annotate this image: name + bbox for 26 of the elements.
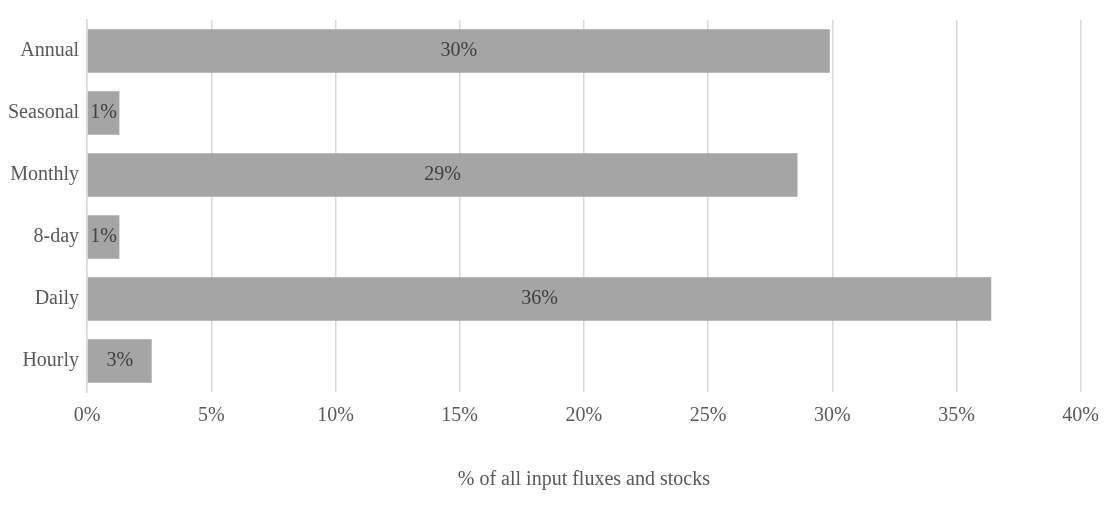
x-tick-label: 30% <box>813 403 851 426</box>
x-tick-label: 10% <box>317 403 354 426</box>
x-tick-label: 5% <box>197 403 225 426</box>
x-tick-label: 20% <box>565 403 603 426</box>
bar <box>87 277 992 321</box>
data-label: 36% <box>521 286 558 309</box>
x-tick-label: 35% <box>938 403 975 426</box>
data-label: 29% <box>424 162 462 185</box>
data-label: 30% <box>440 38 478 61</box>
x-axis-title: % of all input fluxes and stocks <box>457 467 711 491</box>
x-tick-label: 15% <box>441 403 479 426</box>
x-tick-label: 25% <box>689 403 727 426</box>
data-label: 1% <box>90 100 117 123</box>
bar <box>87 153 798 197</box>
y-tick-label: 8-day <box>33 224 80 248</box>
x-tick-label: 40% <box>1062 403 1100 426</box>
x-tick-label: 0% <box>73 403 101 426</box>
y-tick-label: Seasonal <box>8 100 80 123</box>
y-tick-label: Monthly <box>10 162 80 186</box>
bar <box>87 29 830 73</box>
y-tick-label: Hourly <box>22 348 80 372</box>
y-tick-label: Daily <box>34 286 80 310</box>
y-tick-label: Annual <box>20 38 80 61</box>
data-label: 1% <box>90 224 117 247</box>
data-label: 3% <box>106 348 134 371</box>
bar <box>87 339 152 383</box>
